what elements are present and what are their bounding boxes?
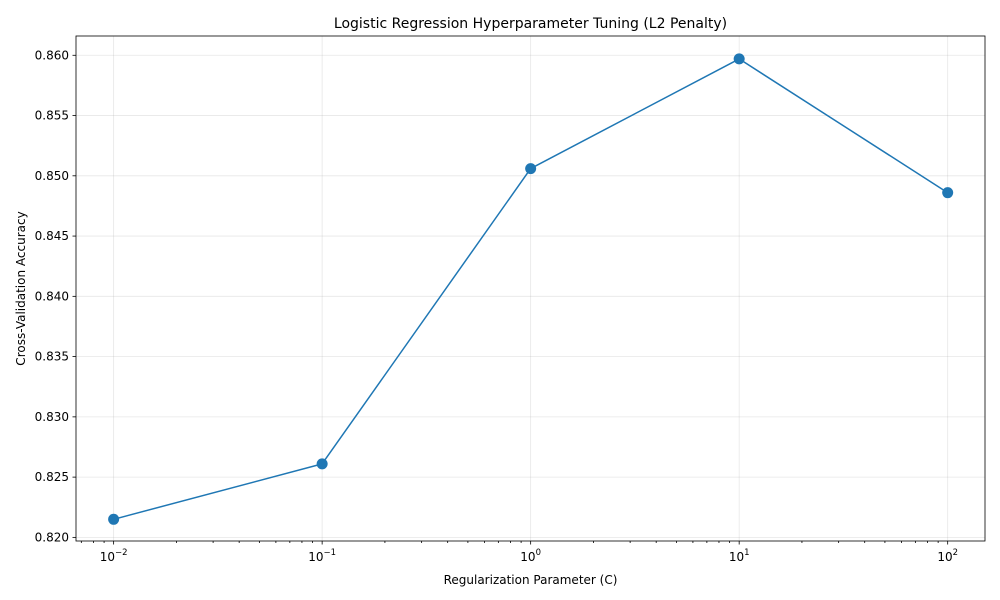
data-point bbox=[942, 187, 954, 199]
x-tick-label: 102 bbox=[937, 548, 958, 564]
y-tick-label: 0.840 bbox=[35, 289, 69, 303]
data-point bbox=[108, 513, 120, 525]
x-tick-label: 101 bbox=[729, 548, 750, 564]
grid bbox=[76, 36, 985, 541]
y-tick-label: 0.835 bbox=[35, 350, 69, 364]
y-tick-label: 0.855 bbox=[35, 109, 69, 123]
y-tick-label: 0.825 bbox=[35, 470, 69, 484]
y-tick-label: 0.860 bbox=[35, 48, 69, 62]
y-axis-label: Cross-Validation Accuracy bbox=[14, 211, 28, 365]
series-layer bbox=[108, 53, 954, 525]
y-tick-label: 0.820 bbox=[35, 530, 69, 544]
x-axis-label: Regularization Parameter (C) bbox=[444, 573, 618, 587]
y-tick-label: 0.850 bbox=[35, 169, 69, 183]
data-point bbox=[316, 458, 328, 470]
x-tick-label: 100 bbox=[520, 548, 541, 564]
x-tick-label: 10−1 bbox=[308, 548, 336, 564]
y-tick-label: 0.830 bbox=[35, 410, 69, 424]
y-tick-label: 0.845 bbox=[35, 229, 69, 243]
chart-title: Logistic Regression Hyperparameter Tunin… bbox=[334, 16, 727, 32]
x-axis: 10−2 10−1 100 101 102 bbox=[80, 541, 958, 564]
data-point bbox=[733, 53, 745, 65]
x-tick-label: 10−2 bbox=[100, 548, 128, 564]
data-point bbox=[525, 163, 537, 175]
y-axis: 0.820 0.825 0.830 0.835 0.840 0.845 0.850 0.855… bbox=[35, 48, 76, 544]
